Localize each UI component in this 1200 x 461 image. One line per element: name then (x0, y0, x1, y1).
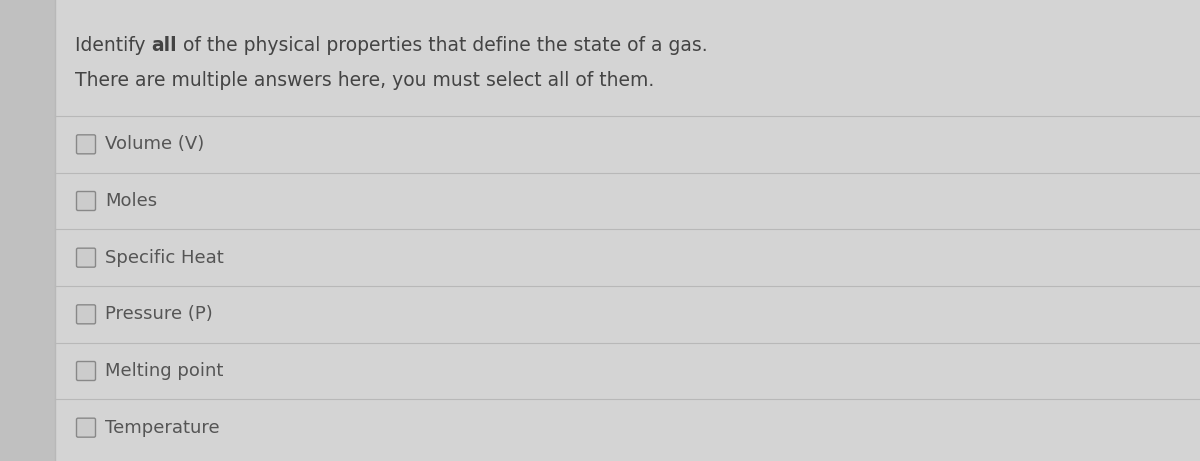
FancyBboxPatch shape (77, 418, 96, 437)
Text: There are multiple answers here, you must select all of them.: There are multiple answers here, you mus… (74, 71, 654, 90)
Text: Specific Heat: Specific Heat (106, 248, 223, 266)
FancyBboxPatch shape (77, 191, 96, 211)
Text: of the physical properties that define the state of a gas.: of the physical properties that define t… (178, 36, 708, 55)
FancyBboxPatch shape (77, 248, 96, 267)
FancyBboxPatch shape (77, 305, 96, 324)
Text: all: all (151, 36, 178, 55)
Text: Temperature: Temperature (106, 419, 220, 437)
FancyBboxPatch shape (77, 361, 96, 380)
Text: Melting point: Melting point (106, 362, 223, 380)
Text: Moles: Moles (106, 192, 157, 210)
Text: Pressure (P): Pressure (P) (106, 305, 212, 323)
Text: Identify: Identify (74, 36, 151, 55)
FancyBboxPatch shape (77, 135, 96, 154)
Text: Volume (V): Volume (V) (106, 136, 204, 154)
Bar (0, 0, 55, 461)
